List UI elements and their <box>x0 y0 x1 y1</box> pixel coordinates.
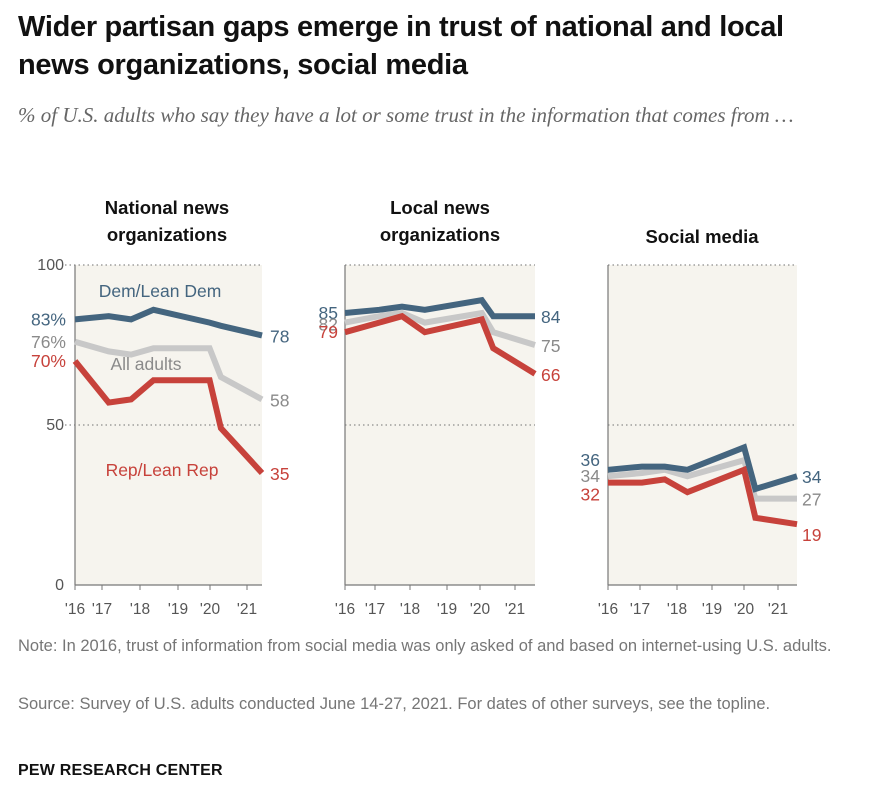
x-tick-label: '17 <box>630 601 650 618</box>
start-value-label: 36 <box>581 450 600 470</box>
end-value-label: 75 <box>541 336 560 356</box>
start-value-label: 34 <box>581 466 601 486</box>
series-line-dem <box>74 306 263 339</box>
panel-title: organizations <box>380 224 500 245</box>
chart-source: Source: Survey of U.S. adults conducted … <box>18 695 771 713</box>
y-tick-label: 0 <box>55 577 64 594</box>
end-value-label: 34 <box>802 467 822 487</box>
panel-title: National news <box>105 197 229 218</box>
start-value-label: 32 <box>581 485 600 505</box>
end-value-label: 35 <box>270 464 289 484</box>
chart-title: Wider partisan gaps emerge in trust of n… <box>18 11 784 81</box>
start-value-label: 85 <box>319 303 338 323</box>
x-tick-label: '20 <box>734 601 755 618</box>
series-line-dem <box>607 443 798 493</box>
series-name-label: Rep/Lean Rep <box>106 460 219 480</box>
panel-title: organizations <box>107 224 227 245</box>
series-name-label: All adults <box>110 354 181 374</box>
chart-note: Note: In 2016, trust of information from… <box>18 637 832 655</box>
x-tick-label: '20 <box>200 601 221 618</box>
end-value-label: 58 <box>270 390 289 410</box>
chart-area: 0 50 100 National news organizations '16 '17 '1… <box>31 197 822 618</box>
series-line-all <box>344 309 536 348</box>
series-line-all <box>74 338 264 403</box>
y-tick-label: 50 <box>46 417 64 434</box>
x-tick-label: '16 <box>65 601 85 618</box>
x-tick-label: '18 <box>667 601 687 618</box>
x-tick-label: '18 <box>400 601 420 618</box>
chart-subtitle: % of U.S. adults who say they have a lot… <box>18 103 794 127</box>
series-name-label: Dem/Lean Dem <box>99 281 222 301</box>
series-line-rep <box>344 312 537 377</box>
x-tick-label: '21 <box>237 601 257 618</box>
end-value-label: 84 <box>541 307 561 327</box>
end-value-label: 27 <box>802 490 821 510</box>
series-line-rep <box>72 359 265 476</box>
start-value-label: 76% <box>31 332 66 352</box>
panel-title: Social media <box>645 226 759 247</box>
x-tick-label: '19 <box>437 601 457 618</box>
series-line-rep <box>608 465 798 528</box>
start-value-label: 70% <box>31 351 66 371</box>
x-tick-label: '21 <box>768 601 788 618</box>
end-value-label: 19 <box>802 525 821 545</box>
start-value-label: 83% <box>31 309 66 329</box>
series-line-all <box>607 456 797 502</box>
end-value-label: 66 <box>541 365 560 385</box>
x-tick-label: '19 <box>168 601 188 618</box>
x-tick-label: '20 <box>470 601 491 618</box>
x-tick-label: '17 <box>365 601 385 618</box>
x-tick-label: '16 <box>598 601 618 618</box>
x-tick-label: '21 <box>505 601 525 618</box>
x-tick-label: '17 <box>92 601 112 618</box>
x-tick-label: '18 <box>130 601 150 618</box>
x-tick-label: '16 <box>335 601 355 618</box>
start-value-label: 82 <box>319 315 338 335</box>
pew-research-center-logo: PEW RESEARCH CENTER <box>18 762 223 779</box>
end-value-label: 78 <box>270 326 289 346</box>
start-value-label: 79 <box>319 322 338 342</box>
y-tick-label: 100 <box>37 257 64 274</box>
panel-title: Local news <box>390 197 490 218</box>
series-line-dem <box>344 296 535 320</box>
x-tick-label: '19 <box>702 601 722 618</box>
